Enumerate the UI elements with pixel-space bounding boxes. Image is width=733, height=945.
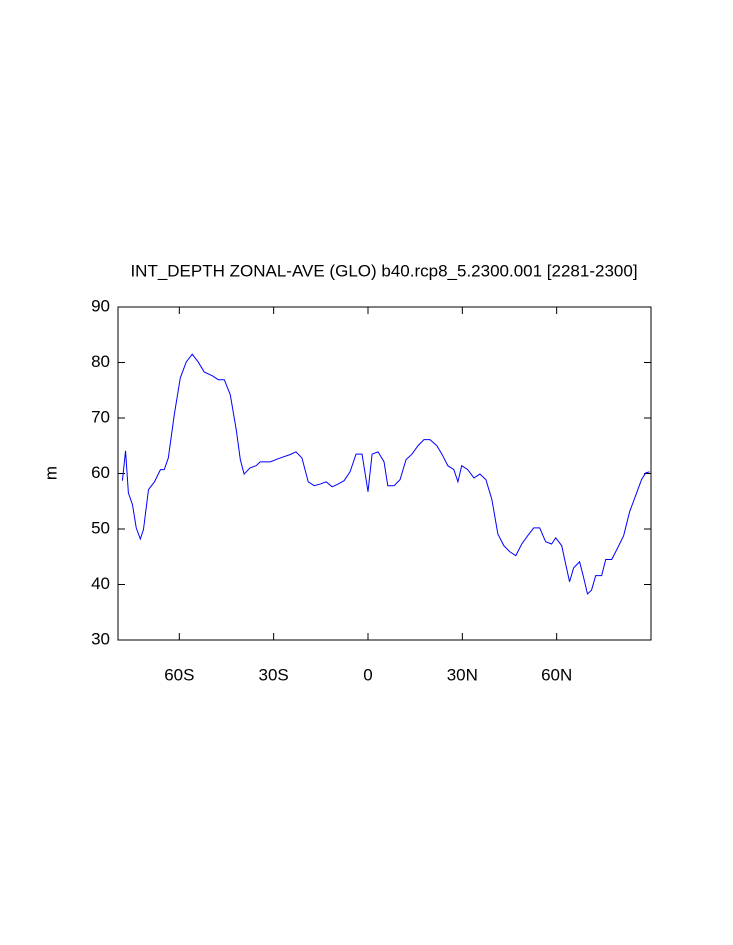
x-tick-label: 0 [363, 665, 372, 684]
y-axis-label: m [41, 466, 60, 480]
x-tick-label: 30S [259, 665, 289, 684]
y-tick-label: 80 [91, 352, 110, 371]
plot-frame [117, 306, 652, 641]
data-line [121, 353, 650, 595]
x-tick-label: 30N [447, 665, 478, 684]
y-tick-label: 40 [91, 574, 110, 593]
y-tick-label: 50 [91, 518, 110, 537]
chart-title: INT_DEPTH ZONAL-AVE (GLO) b40.rcp8_5.230… [130, 261, 637, 280]
x-tick-label: 60N [541, 665, 572, 684]
y-tick-label: 70 [91, 407, 110, 426]
y-tick-label: 90 [91, 296, 110, 315]
y-tick-label: 60 [91, 463, 110, 482]
x-tick-label: 60S [164, 665, 194, 684]
y-tick-label: 30 [91, 629, 110, 648]
